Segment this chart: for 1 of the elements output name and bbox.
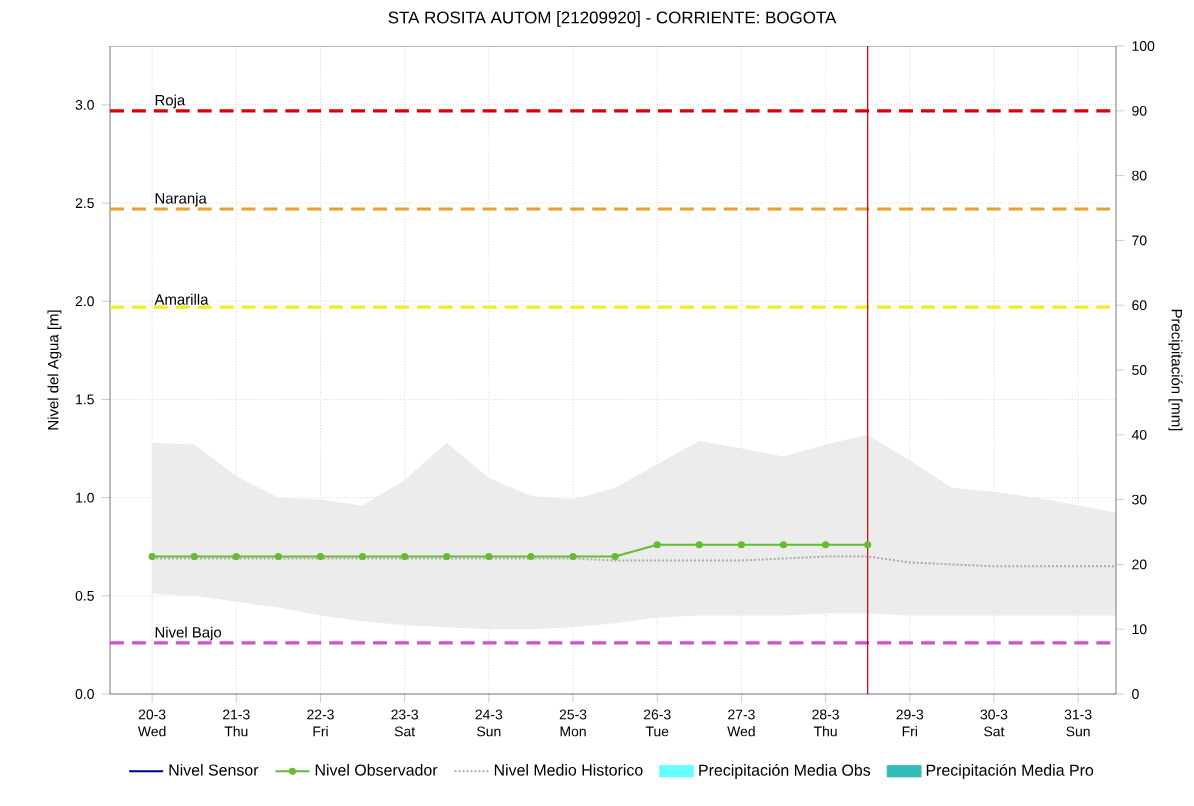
chart-title: STA ROSITA AUTOM [21209920] - CORRIENTE: BOGOTA: [388, 11, 837, 27]
